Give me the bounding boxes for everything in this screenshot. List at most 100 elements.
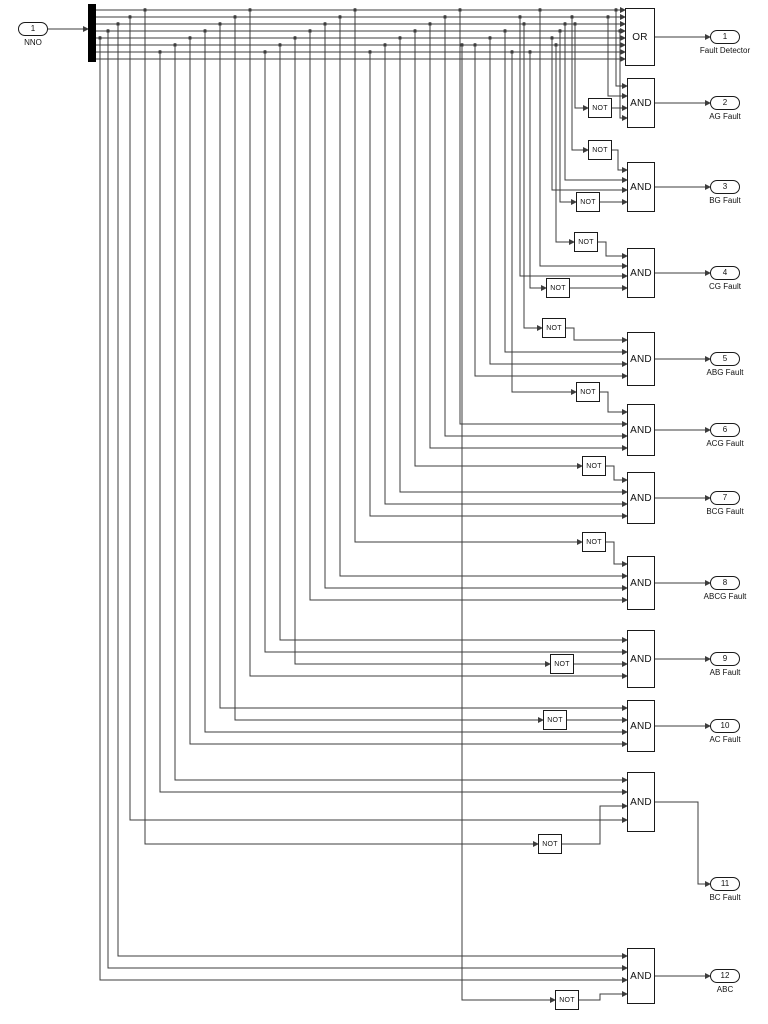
output-port[interactable]: 1 Fault Detector <box>700 30 750 55</box>
wire-junction-dot <box>278 43 282 47</box>
not-gate[interactable]: NOT <box>538 834 562 854</box>
wire <box>174 45 628 783</box>
and-gate[interactable]: AND <box>627 772 655 832</box>
output-port-label: ABCG Fault <box>703 592 747 601</box>
and-gate-label: AND <box>630 424 652 436</box>
wire-junction-dot <box>458 8 462 12</box>
output-port[interactable]: 2 AG Fault <box>709 96 741 121</box>
wire-junction-dot <box>128 15 132 19</box>
wire <box>539 10 628 269</box>
output-port[interactable]: 9 AB Fault <box>710 652 740 677</box>
wire-junction-dot <box>398 36 402 40</box>
output-port-number: 9 <box>710 652 740 666</box>
and-gate[interactable]: AND <box>627 248 655 298</box>
wire-junction-dot <box>460 43 464 47</box>
wire <box>129 17 628 823</box>
not-gate[interactable]: NOT <box>550 654 574 674</box>
output-port-label: ACG Fault <box>706 439 744 448</box>
wire-junction-dot <box>518 15 522 19</box>
not-gate[interactable]: NOT <box>588 140 612 160</box>
wire <box>204 31 628 735</box>
not-gate[interactable]: NOT <box>543 710 567 730</box>
output-port[interactable]: 6 ACG Fault <box>706 423 744 448</box>
or-gate[interactable]: OR <box>625 8 655 66</box>
wire-junction-dot <box>614 8 618 12</box>
wire-junction-dot <box>353 8 357 12</box>
and-gate[interactable]: AND <box>627 78 655 128</box>
and-gate[interactable]: AND <box>627 556 655 610</box>
output-port-label: AC Fault <box>709 735 741 744</box>
wire <box>607 17 628 99</box>
and-gate-label: AND <box>630 796 652 808</box>
wire-junction-dot <box>554 43 558 47</box>
and-gate[interactable]: AND <box>627 162 655 212</box>
wire-junction-dot <box>106 29 110 33</box>
not-gate[interactable]: NOT <box>582 456 606 476</box>
wire <box>529 52 547 291</box>
wire-junction-dot <box>413 29 417 33</box>
not-gate[interactable]: NOT <box>576 382 600 402</box>
and-gate[interactable]: AND <box>627 700 655 752</box>
not-gate[interactable]: NOT <box>546 278 570 298</box>
wire-junction-dot <box>538 8 542 12</box>
output-port-number: 1 <box>710 30 740 44</box>
and-gate[interactable]: AND <box>627 404 655 456</box>
and-gate[interactable]: AND <box>627 332 655 386</box>
wire-junction-dot <box>522 22 526 26</box>
and-gate[interactable]: AND <box>627 472 655 524</box>
wire <box>444 17 628 439</box>
wire <box>159 52 628 795</box>
and-gate[interactable]: AND <box>627 630 655 688</box>
output-port-label: BG Fault <box>709 196 741 205</box>
output-port-label: ABC <box>716 985 734 994</box>
output-port[interactable]: 11 BC Fault <box>709 877 741 902</box>
and-gate[interactable]: AND <box>627 948 655 1004</box>
wire-junction-dot <box>428 22 432 26</box>
output-port-number: 3 <box>710 180 740 194</box>
output-port[interactable]: 10 AC Fault <box>709 719 741 744</box>
not-gate[interactable]: NOT <box>542 318 566 338</box>
wire-junction-dot <box>158 50 162 54</box>
not-gate-label: NOT <box>592 104 608 112</box>
wire <box>461 45 556 1003</box>
wire <box>606 541 628 567</box>
output-port-number: 2 <box>710 96 740 110</box>
output-port-number: 6 <box>710 423 740 437</box>
wire <box>294 38 551 667</box>
wire <box>504 31 628 355</box>
input-port[interactable]: 1 NNO <box>18 22 48 47</box>
not-gate[interactable]: NOT <box>582 532 606 552</box>
wire-junction-dot <box>618 29 622 33</box>
and-gate-label: AND <box>630 577 652 589</box>
and-gate-label: AND <box>630 720 652 732</box>
wire-junction-dot <box>248 8 252 12</box>
wire-junction-dot <box>488 36 492 40</box>
wire-junction-dot <box>338 15 342 19</box>
not-gate-label: NOT <box>559 996 575 1004</box>
wire <box>219 24 628 711</box>
wire-junction-dot <box>550 36 554 40</box>
not-gate[interactable]: NOT <box>588 98 612 118</box>
output-port[interactable]: 7 BCG Fault <box>706 491 744 516</box>
wire-junction-dot <box>308 29 312 33</box>
output-port[interactable]: 12 ABC <box>710 969 740 994</box>
wire <box>559 31 577 205</box>
output-port-label: AG Fault <box>709 112 741 121</box>
not-gate[interactable]: NOT <box>555 990 579 1010</box>
wire <box>523 24 543 331</box>
wire <box>384 45 628 507</box>
output-port[interactable]: 5 ABG Fault <box>707 352 743 377</box>
bus-bar[interactable] <box>88 4 96 62</box>
wire <box>107 31 628 971</box>
not-gate[interactable]: NOT <box>574 232 598 252</box>
output-port[interactable]: 3 BG Fault <box>709 180 741 205</box>
output-port[interactable]: 8 ABCG Fault <box>704 576 746 601</box>
input-port-label: NNO <box>24 38 42 47</box>
wire <box>459 10 628 427</box>
output-port[interactable]: 4 CG Fault <box>709 266 741 291</box>
wire-junction-dot <box>263 50 267 54</box>
not-gate[interactable]: NOT <box>576 192 600 212</box>
not-gate-label: NOT <box>592 146 608 154</box>
wire-junction-dot <box>573 22 577 26</box>
wire <box>309 31 628 603</box>
